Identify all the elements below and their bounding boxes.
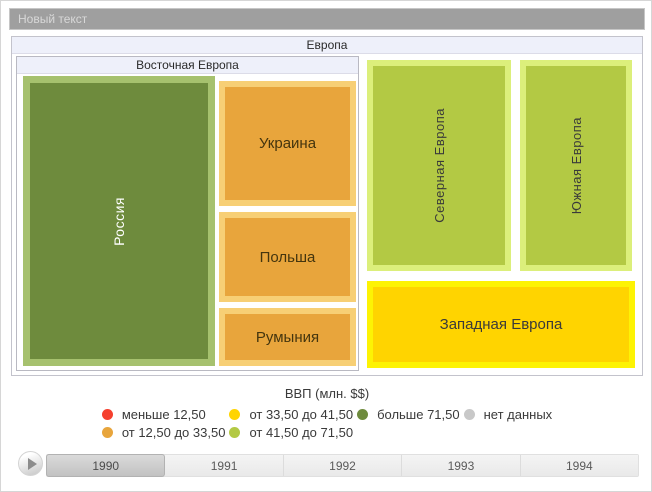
legend-swatch-lightgreen-icon (229, 427, 241, 438)
timeline-year[interactable]: 1994 (520, 455, 639, 476)
legend-item: нет данных (463, 407, 553, 422)
legend-swatch-darkgreen-icon (357, 409, 369, 420)
treemap-group-eastern-europe: Восточная Европа Россия Украина Польша Р… (16, 56, 359, 371)
timeline-year[interactable]: 1992 (283, 455, 403, 476)
timeline-year[interactable]: 1991 (165, 455, 284, 476)
cell-label: Западная Европа (439, 316, 563, 333)
legend-label: от 41,50 до 71,50 (249, 425, 354, 440)
timeline-year-bar: 1990 1991 1992 1993 1994 (46, 454, 639, 477)
legend-swatch-yellow-icon (229, 409, 241, 420)
legend-label: от 12,50 до 33,50 (121, 425, 226, 440)
treemap-cell-western-europe[interactable]: Западная Европа (367, 281, 635, 368)
legend-item: от 33,50 до 41,50 (229, 407, 353, 422)
timeline-year[interactable]: 1993 (402, 455, 521, 476)
legend-item: больше 71,50 (357, 407, 460, 422)
legend-title: ВВП (млн. $$) (284, 386, 370, 401)
cell-label: Россия (111, 196, 127, 246)
legend-label: от 33,50 до 41,50 (249, 407, 354, 422)
window-title-bar[interactable]: Новый текст (9, 8, 645, 30)
treemap-root-header[interactable]: Европа (12, 37, 642, 54)
cell-label: Северная Европа (431, 108, 447, 223)
treemap-panel: Европа Восточная Европа Россия Украина П… (11, 36, 643, 376)
cell-label: Украина (258, 135, 317, 152)
treemap-cell-romania[interactable]: Румыния (219, 308, 356, 366)
treemap-cell-ukraine[interactable]: Украина (219, 81, 356, 206)
treemap-cell-southern-europe[interactable]: Южная Европа (520, 60, 632, 271)
legend: ВВП (млн. $$) меньше 12,50 от 33,50 до 4… (1, 386, 651, 440)
cell-label: Южная Европа (568, 116, 584, 215)
cell-label: Румыния (255, 328, 320, 346)
legend-grid: меньше 12,50 от 33,50 до 41,50 больше 71… (101, 407, 553, 440)
play-icon (27, 457, 37, 470)
legend-label: нет данных (483, 407, 553, 422)
window-title: Новый текст (18, 12, 88, 26)
treemap-group-header[interactable]: Восточная Европа (17, 57, 358, 74)
cell-label: Польша (259, 248, 316, 266)
treemap-cell-poland[interactable]: Польша (219, 212, 356, 302)
treemap-cell-russia[interactable]: Россия (23, 76, 215, 366)
legend-swatch-gray-icon (463, 409, 475, 420)
legend-swatch-orange-icon (101, 427, 113, 438)
treemap-cell-northern-europe[interactable]: Северная Европа (367, 60, 511, 271)
timeline: 1990 1991 1992 1993 1994 (1, 449, 651, 479)
play-button[interactable] (18, 451, 43, 476)
timeline-year[interactable]: 1990 (46, 454, 166, 477)
legend-swatch-red-icon (101, 409, 113, 420)
legend-item: от 12,50 до 33,50 (101, 425, 226, 440)
legend-label: меньше 12,50 (121, 407, 206, 422)
legend-item: меньше 12,50 (101, 407, 226, 422)
legend-item: от 41,50 до 71,50 (229, 425, 353, 440)
legend-label: больше 71,50 (377, 407, 460, 422)
